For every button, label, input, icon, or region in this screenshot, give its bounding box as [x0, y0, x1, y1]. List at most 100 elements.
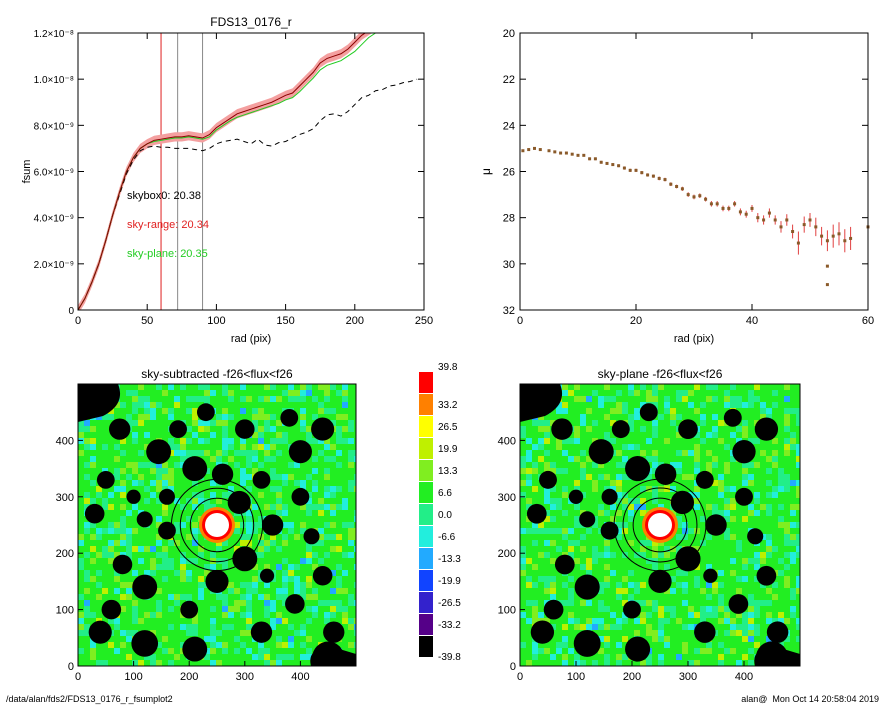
image-pixel [342, 588, 348, 594]
x-tick-label: 40 [746, 315, 758, 327]
image-pixel [682, 570, 688, 576]
image-pixel [622, 522, 628, 528]
image-pixel [604, 414, 610, 420]
masked-source [530, 620, 555, 644]
colorbar-label: -6.6 [438, 532, 456, 543]
sky-annotation-2: sky-plane: 20.35 [127, 248, 208, 260]
image-pixel [132, 438, 138, 444]
image-pixel [270, 414, 276, 420]
image-pixel [342, 438, 348, 444]
image-pixel [354, 516, 356, 522]
image-pixel [228, 390, 234, 396]
image-pixel [766, 456, 772, 462]
image-pixel [574, 624, 580, 630]
image-pixel [192, 414, 198, 420]
image-pixel [132, 432, 138, 438]
y-tick-label: 100 [56, 605, 74, 617]
image-pixel [102, 660, 108, 666]
image-pixel [282, 654, 288, 660]
colorbar-label: 33.2 [438, 400, 458, 411]
image-pixel [198, 426, 204, 432]
image-pixel [192, 618, 198, 624]
image-pixel [204, 570, 210, 576]
image-pixel [544, 552, 550, 558]
image-pixel [342, 402, 348, 408]
image-pixel [700, 618, 706, 624]
image-pixel [748, 396, 754, 402]
image-pixel [114, 576, 120, 582]
image-pixel [132, 570, 138, 576]
image-pixel [300, 642, 306, 648]
image-pixel [544, 450, 550, 456]
image-pixel [354, 624, 356, 630]
image-pixel [736, 612, 742, 618]
image-pixel [204, 426, 210, 432]
masked-source [554, 554, 575, 575]
colorbar-label: -13.3 [438, 554, 461, 565]
image-pixel [330, 504, 336, 510]
image-pixel [90, 546, 96, 552]
image-pixel [550, 654, 556, 660]
image-pixel [348, 486, 354, 492]
image-pixel [724, 486, 730, 492]
image-pixel [676, 522, 682, 528]
image-pixel [84, 552, 90, 558]
image-pixel [598, 636, 604, 642]
image-pixel [348, 594, 354, 600]
image-pixel [168, 486, 174, 492]
image-pixel [718, 480, 724, 486]
image-pixel [550, 558, 556, 564]
image-pixel [724, 648, 730, 654]
image-pixel [694, 492, 700, 498]
image-pixel [556, 648, 562, 654]
image-pixel [742, 474, 748, 480]
image-pixel [276, 432, 282, 438]
image-pixel [288, 564, 294, 570]
image-pixel [144, 498, 150, 504]
masked-source [728, 594, 749, 614]
image-pixel [544, 576, 550, 582]
image-pixel [276, 474, 282, 480]
colorbar-swatch [419, 372, 433, 393]
image-pixel [150, 564, 156, 570]
image-pixel [138, 420, 144, 426]
image-pixel [736, 396, 742, 402]
image-pixel [610, 408, 616, 414]
image-pixel [748, 390, 754, 396]
image-pixel [342, 570, 348, 576]
image-pixel [616, 474, 622, 480]
image-pixel [186, 630, 192, 636]
image-pixel [670, 462, 676, 468]
image-pixel [252, 426, 258, 432]
image-pixel [712, 426, 718, 432]
image-pixel [288, 462, 294, 468]
image-pixel [354, 600, 356, 606]
image-pixel [658, 612, 664, 618]
image-pixel [724, 468, 730, 474]
image-pixel [760, 600, 766, 606]
mu-point [564, 151, 568, 155]
image-pixel [640, 450, 646, 456]
image-pixel [550, 624, 556, 630]
image-pixel [324, 438, 330, 444]
image-pixel [300, 582, 306, 588]
image-pixel [724, 606, 730, 612]
image-pixel [312, 396, 318, 402]
image-pixel [234, 462, 240, 468]
image-pixel [574, 660, 580, 666]
image-pixel [282, 480, 288, 486]
image-pixel [246, 396, 252, 402]
image-pixel [258, 462, 264, 468]
image-pixel [330, 522, 336, 528]
image-pixel [592, 390, 598, 396]
image-pixel [520, 468, 526, 474]
image-pixel [300, 624, 306, 630]
image-pixel [90, 444, 96, 450]
image-pixel [574, 618, 580, 624]
image-pixel [144, 396, 150, 402]
image-pixel [772, 594, 778, 600]
image-pixel [730, 486, 736, 492]
image-pixel [532, 582, 538, 588]
image-pixel [276, 660, 282, 666]
